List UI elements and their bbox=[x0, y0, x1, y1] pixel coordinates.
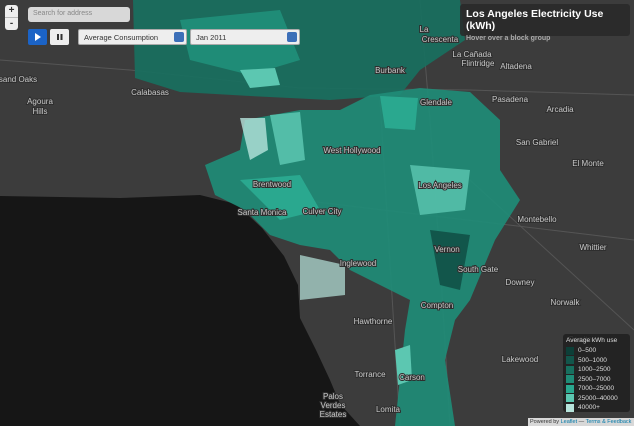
zoom-out[interactable]: - bbox=[9, 18, 14, 29]
place-label: Vernon bbox=[434, 245, 459, 254]
place-label: Lakewood bbox=[502, 355, 538, 364]
place-label: La bbox=[420, 25, 429, 34]
legend-swatch bbox=[566, 365, 574, 374]
legend-label: 40000+ bbox=[578, 404, 600, 412]
legend-label: 0–500 bbox=[578, 347, 597, 355]
legend-title: Average kWh use bbox=[566, 337, 618, 344]
pause-icon bbox=[57, 34, 63, 40]
place-label: Culver City bbox=[302, 207, 341, 216]
info-subtitle: Hover over a block group bbox=[466, 35, 551, 42]
place-label: Downey bbox=[506, 278, 535, 287]
attribution: Powered by Leaflet — Terms & Feedback bbox=[528, 418, 634, 426]
play-icon bbox=[35, 33, 41, 41]
place-label: Estates bbox=[320, 410, 347, 419]
legend: Average kWh use 0–500 500–1000 1000–2500 25… bbox=[563, 334, 630, 412]
place-label: Carson bbox=[399, 373, 425, 382]
legend-swatch bbox=[566, 346, 574, 355]
place-label: West Hollywood bbox=[323, 146, 380, 155]
place-label: Torrance bbox=[354, 370, 386, 379]
pause-button[interactable] bbox=[50, 29, 69, 45]
legend-label: 2500–7000 bbox=[578, 375, 611, 383]
place-label: Brentwood bbox=[253, 180, 291, 189]
legend-label: 7000–25000 bbox=[578, 385, 615, 393]
legend-swatch bbox=[566, 356, 574, 365]
legend-item: 25000–40000 bbox=[566, 394, 627, 404]
attribution-prefix: Powered by bbox=[530, 419, 560, 425]
place-label: Norwalk bbox=[551, 298, 581, 307]
feedback-link[interactable]: Terms & Feedback bbox=[585, 419, 632, 425]
place-label: Calabasas bbox=[131, 88, 169, 97]
legend-item: 1000–2500 bbox=[566, 365, 627, 375]
place-label: Los Angeles bbox=[418, 181, 462, 190]
place-label: Pasadena bbox=[492, 95, 529, 104]
info-panel: Los Angeles Electricity Use (kWh) Hover … bbox=[460, 4, 630, 42]
legend-swatch bbox=[566, 394, 574, 403]
play-button[interactable] bbox=[28, 29, 47, 45]
legend-label: 1000–2500 bbox=[578, 366, 611, 374]
place-label: Whittier bbox=[579, 243, 606, 252]
place-label: El Monte bbox=[572, 159, 604, 168]
place-label: Hawthorne bbox=[354, 317, 393, 326]
legend-label: 25000–40000 bbox=[578, 394, 618, 402]
place-label: sand Oaks bbox=[0, 75, 37, 84]
place-label: Flintridge bbox=[462, 59, 495, 68]
legend-swatch bbox=[566, 384, 574, 393]
metric-select[interactable]: Average Consumption bbox=[78, 29, 187, 45]
zoom-in[interactable]: + bbox=[5, 5, 18, 18]
place-label: Glendale bbox=[420, 98, 453, 107]
place-label: Verdes bbox=[321, 401, 346, 410]
place-label: Arcadia bbox=[546, 105, 574, 114]
place-label: Palos bbox=[323, 392, 343, 401]
place-label: Crescenta bbox=[422, 35, 459, 44]
legend-label: 500–1000 bbox=[578, 356, 607, 364]
month-select[interactable]: Jan 2011 bbox=[190, 29, 300, 45]
search-input[interactable]: Search for address bbox=[28, 7, 130, 22]
legend-item: 500–1000 bbox=[566, 356, 627, 366]
ocean bbox=[0, 195, 360, 426]
attribution-separator: — bbox=[578, 419, 585, 425]
place-label: Hills bbox=[32, 107, 47, 116]
place-label: San Gabriel bbox=[516, 138, 558, 147]
place-label: Inglewood bbox=[340, 259, 376, 268]
zoom-control: + - bbox=[5, 5, 18, 30]
place-label: Agoura bbox=[27, 97, 53, 106]
legend-item: 2500–7000 bbox=[566, 375, 627, 385]
legend-item: 40000+ bbox=[566, 403, 627, 413]
info-title: Los Angeles Electricity Use (kWh) bbox=[466, 8, 604, 32]
leaflet-link[interactable]: Leaflet bbox=[560, 419, 578, 425]
place-label: Altadena bbox=[500, 62, 532, 71]
choropleth[interactable] bbox=[133, 0, 520, 426]
legend-swatch bbox=[566, 375, 574, 384]
legend-item: 7000–25000 bbox=[566, 384, 627, 394]
place-label: Lomita bbox=[376, 405, 401, 414]
legend-items: 0–500 500–1000 1000–2500 2500–7000 7000–2500… bbox=[566, 346, 627, 413]
place-label: Compton bbox=[421, 301, 453, 310]
legend-item: 0–500 bbox=[566, 346, 627, 356]
place-label: South Gate bbox=[458, 265, 499, 274]
place-label: La Cañada bbox=[452, 50, 492, 59]
place-label: Santa Monica bbox=[238, 208, 287, 217]
place-label: Montebello bbox=[517, 215, 557, 224]
place-label: Burbank bbox=[375, 66, 406, 75]
legend-swatch bbox=[566, 403, 574, 412]
